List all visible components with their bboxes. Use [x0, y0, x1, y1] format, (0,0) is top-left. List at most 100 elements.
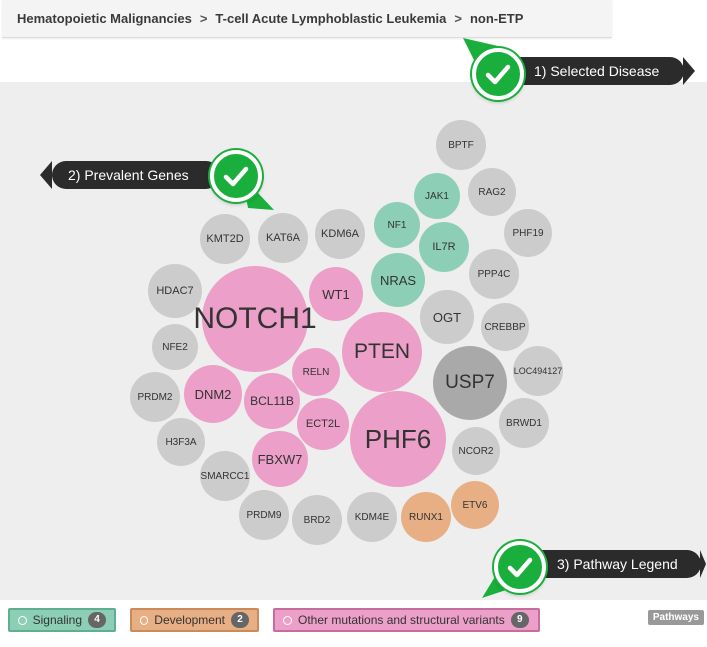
pathway-legend-callout-tail [700, 550, 706, 578]
gene-label: IL7R [432, 241, 456, 253]
gene-bubble-bcl11b[interactable]: BCL11B [244, 373, 300, 429]
selected-disease-callout-text: 1) Selected Disease [534, 63, 660, 79]
breadcrumb-item-hematopoietic-malignancies[interactable]: Hematopoietic Malignancies [17, 11, 192, 26]
legend-count-development: 2 [231, 612, 249, 628]
gene-bubble-usp7[interactable]: USP7 [433, 346, 507, 420]
gene-bubble-nfe2[interactable]: NFE2 [152, 324, 198, 370]
legend-count-signaling: 4 [88, 612, 106, 628]
gene-bubble-kdm6a[interactable]: KDM6A [315, 209, 365, 259]
circle-icon [283, 615, 292, 625]
breadcrumb-item-non-etp[interactable]: non-ETP [469, 11, 524, 26]
gene-bubble-nf1[interactable]: NF1 [374, 202, 420, 248]
gene-bubble-chart: BPTF JAK1 RAG2 NF1 IL7R PHF19 KMT2D KAT6A KDM6A N… [0, 82, 707, 600]
legend-chip-development[interactable]: Development 2 [130, 608, 259, 632]
gene-bubble-jak1[interactable]: JAK1 [414, 173, 460, 219]
gene-label: BCL11B [250, 394, 294, 408]
prevalent-genes-callout: 2) Prevalent Genes [52, 161, 220, 189]
gene-bubble-notch1[interactable]: NOTCH1 [193, 266, 317, 372]
check-icon [210, 150, 262, 202]
gene-label: DNM2 [194, 386, 232, 402]
gene-bubble-brwd1[interactable]: BRWD1 [499, 398, 549, 448]
gene-bubble-pten[interactable]: PTEN [342, 312, 422, 392]
gene-bubble-phf6[interactable]: PHF6 [350, 391, 446, 487]
legend-label-signaling: Signaling [32, 613, 82, 627]
gene-bubble-wt1[interactable]: WT1 [309, 267, 363, 321]
gene-label: PTEN [353, 340, 410, 363]
circle-icon [140, 615, 149, 625]
gene-label: PRDM2 [137, 391, 173, 403]
pathway-legend-callout-text: 3) Pathway Legend [557, 556, 678, 572]
gene-label: RAG2 [478, 186, 506, 198]
gene-bubble-reln[interactable]: RELN [292, 348, 340, 396]
gene-bubble-kat6a[interactable]: KAT6A [258, 213, 308, 263]
gene-label: PHF6 [364, 423, 432, 454]
gene-bubble-loc494127[interactable]: LOC494127 [513, 346, 563, 396]
prevalent-genes-callout-text: 2) Prevalent Genes [68, 167, 189, 183]
gene-label: PHF19 [512, 227, 544, 239]
gene-bubble-h3f3a[interactable]: H3F3A [157, 418, 205, 466]
legend-chip-other-mutations[interactable]: Other mutations and structural variants … [273, 608, 540, 632]
check-icon [494, 541, 546, 593]
gene-label: NCOR2 [458, 445, 494, 457]
gene-label: RELN [302, 366, 330, 378]
gene-label: NF1 [387, 219, 407, 231]
gene-bubble-ncor2[interactable]: NCOR2 [452, 427, 500, 475]
gene-label: BRWD1 [506, 417, 542, 429]
gene-label: NOTCH1 [193, 302, 317, 335]
legend-chip-signaling[interactable]: Signaling 4 [8, 608, 116, 632]
selected-disease-callout-tail [683, 57, 695, 85]
selected-disease-callout: 1) Selected Disease [496, 57, 684, 85]
gene-label: FBXW7 [257, 451, 303, 467]
gene-label: BPTF [448, 139, 474, 151]
gene-label: PPP4C [477, 268, 511, 280]
gene-bubble-kdm4e[interactable]: KDM4E [347, 492, 397, 542]
gene-label: LOC494127 [513, 366, 563, 376]
gene-bubble-crebbp[interactable]: CREBBP [481, 303, 529, 351]
gene-label: CREBBP [484, 321, 526, 333]
gene-bubble-kmt2d[interactable]: KMT2D [200, 214, 250, 264]
gene-bubble-ect2l[interactable]: ECT2L [297, 398, 349, 450]
pathways-button[interactable]: Pathways [647, 610, 704, 625]
gene-bubble-prdm2[interactable]: PRDM2 [130, 372, 180, 422]
gene-label: PRDM9 [246, 509, 282, 521]
breadcrumb: Hematopoietic Malignancies > T-cell Acut… [2, 0, 612, 38]
gene-label: ECT2L [305, 418, 341, 430]
pathway-legend: Signaling 4 Development 2 Other mutation… [0, 600, 707, 647]
gene-bubble-nras[interactable]: NRAS [371, 253, 425, 307]
legend-label-other: Other mutations and structural variants [298, 613, 505, 627]
gene-label: OGT [432, 309, 462, 325]
gene-label: BRD2 [303, 514, 331, 526]
gene-bubble-dnm2[interactable]: DNM2 [184, 365, 242, 423]
gene-label: USP7 [445, 372, 495, 393]
gene-label: WT1 [322, 286, 350, 302]
gene-bubble-prdm9[interactable]: PRDM9 [239, 490, 289, 540]
gene-bubble-ogt[interactable]: OGT [420, 290, 474, 344]
breadcrumb-item-t-all[interactable]: T-cell Acute Lymphoblastic Leukemia [215, 11, 447, 26]
gene-label: HDAC7 [156, 285, 194, 297]
gene-bubble-smarcc1[interactable]: SMARCC1 [200, 451, 250, 501]
gene-label: RUNX1 [409, 511, 443, 523]
gene-label: ETV6 [462, 499, 488, 511]
gene-label: H3F3A [165, 436, 197, 448]
gene-bubble-il7r[interactable]: IL7R [419, 222, 469, 272]
breadcrumb-separator: > [454, 11, 462, 26]
gene-bubble-ppp4c[interactable]: PPP4C [469, 249, 519, 299]
legend-label-development: Development [154, 613, 225, 627]
check-icon [472, 48, 524, 100]
legend-count-other: 9 [510, 612, 529, 628]
breadcrumb-separator: > [199, 11, 208, 26]
gene-bubble-fbxw7[interactable]: FBXW7 [252, 431, 308, 487]
gene-bubble-phf19[interactable]: PHF19 [504, 209, 552, 257]
gene-bubble-hdac7[interactable]: HDAC7 [148, 264, 202, 318]
gene-bubble-etv6[interactable]: ETV6 [451, 481, 499, 529]
gene-bubble-bptf[interactable]: BPTF [436, 120, 486, 170]
gene-label: NFE2 [162, 341, 188, 353]
gene-bubble-brd2[interactable]: BRD2 [292, 495, 342, 545]
gene-label: NRAS [379, 272, 417, 288]
gene-label: JAK1 [425, 190, 449, 202]
gene-label: SMARCC1 [200, 470, 250, 482]
gene-label: KDM6A [321, 228, 359, 240]
prevalent-genes-callout-tail [40, 161, 52, 189]
gene-bubble-rag2[interactable]: RAG2 [468, 168, 516, 216]
gene-bubble-runx1[interactable]: RUNX1 [401, 492, 451, 542]
